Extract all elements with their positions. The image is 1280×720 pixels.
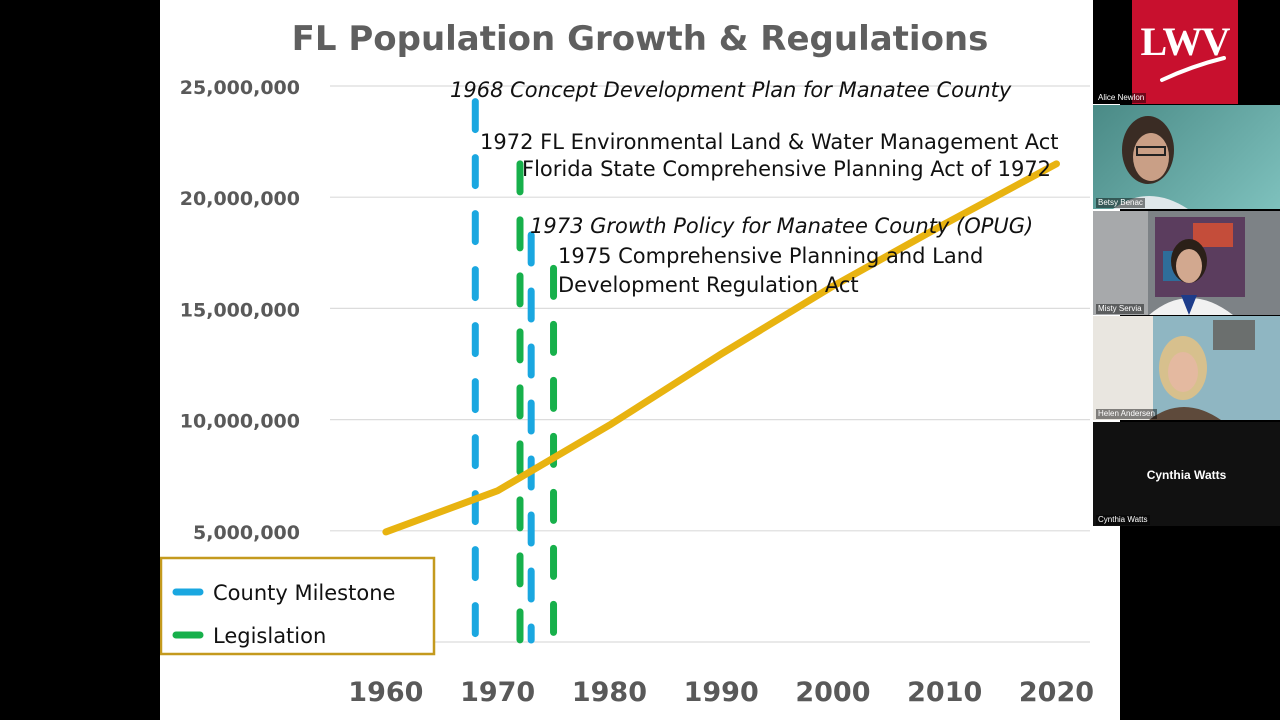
x-tick-label: 2000 — [795, 677, 870, 708]
presentation-slide: FL Population Growth & Regulations 5,000,… — [160, 0, 1120, 720]
participant-name: Betsy Benac — [1096, 198, 1145, 208]
x-tick-label: 2010 — [907, 677, 982, 708]
participant-tile-cynthia-watts[interactable]: Cynthia Watts Cynthia Watts — [1093, 422, 1280, 526]
legend-box — [160, 556, 436, 656]
x-tick-label: 1990 — [684, 677, 759, 708]
y-tick-label: 5,000,000 — [193, 522, 300, 544]
population-line — [382, 160, 1060, 536]
marker-label: 1975 Comprehensive Planning and Land — [558, 244, 983, 268]
participant-name: Helen Andersen — [1096, 409, 1157, 419]
participant-tile-betsy-benac[interactable]: Betsy Benac — [1093, 105, 1280, 209]
participant-tile-misty-servia[interactable]: Misty Servia — [1093, 211, 1280, 315]
y-tick-label: 10,000,000 — [180, 411, 300, 433]
participant-center-name: Cynthia Watts — [1146, 468, 1227, 482]
marker-label: 1968 Concept Development Plan for Manate… — [450, 78, 1012, 102]
annotation-label: Development Regulation Act — [558, 273, 859, 297]
x-tick-label: 1960 — [348, 677, 423, 708]
marker-label: 1972 FL Environmental Land & Water Manag… — [480, 130, 1059, 154]
lwv-logo: LWV — [1132, 0, 1238, 104]
x-tick-label: 1970 — [460, 677, 535, 708]
y-tick-label: 20,000,000 — [180, 188, 300, 210]
annotation-label: Florida State Comprehensive Planning Act… — [522, 157, 1051, 181]
lwv-swoosh-icon — [1160, 56, 1226, 82]
participant-name: Alice Newlon — [1096, 93, 1147, 103]
participant-name: Cynthia Watts — [1096, 515, 1150, 525]
population-chart: FL Population Growth & Regulations 5,000,… — [160, 19, 1094, 708]
x-tick-label: 1980 — [572, 677, 647, 708]
participants-panel: LWV Alice Newlon Betsy Benac Misty Servi… — [1093, 0, 1280, 527]
participant-video — [1113, 116, 1188, 209]
marker-label: 1973 Growth Policy for Manatee County (O… — [530, 214, 1033, 238]
y-tick-label: 15,000,000 — [180, 299, 300, 321]
x-tick-label: 2020 — [1019, 677, 1094, 708]
legend-entry-label: Legislation — [213, 624, 326, 648]
participant-name: Misty Servia — [1096, 304, 1144, 314]
participant-video — [1093, 211, 1245, 315]
lwv-logo-text: LWV — [1140, 19, 1231, 64]
legend-entry-label: County Milestone — [213, 581, 395, 605]
y-tick-label: 25,000,000 — [180, 77, 300, 99]
participant-tile-alice-newlon[interactable]: LWV Alice Newlon — [1093, 0, 1280, 104]
participant-tile-helen-andersen[interactable]: Helen Andersen — [1093, 316, 1280, 420]
participant-video — [1093, 316, 1255, 420]
chart-title: FL Population Growth & Regulations — [292, 19, 989, 59]
